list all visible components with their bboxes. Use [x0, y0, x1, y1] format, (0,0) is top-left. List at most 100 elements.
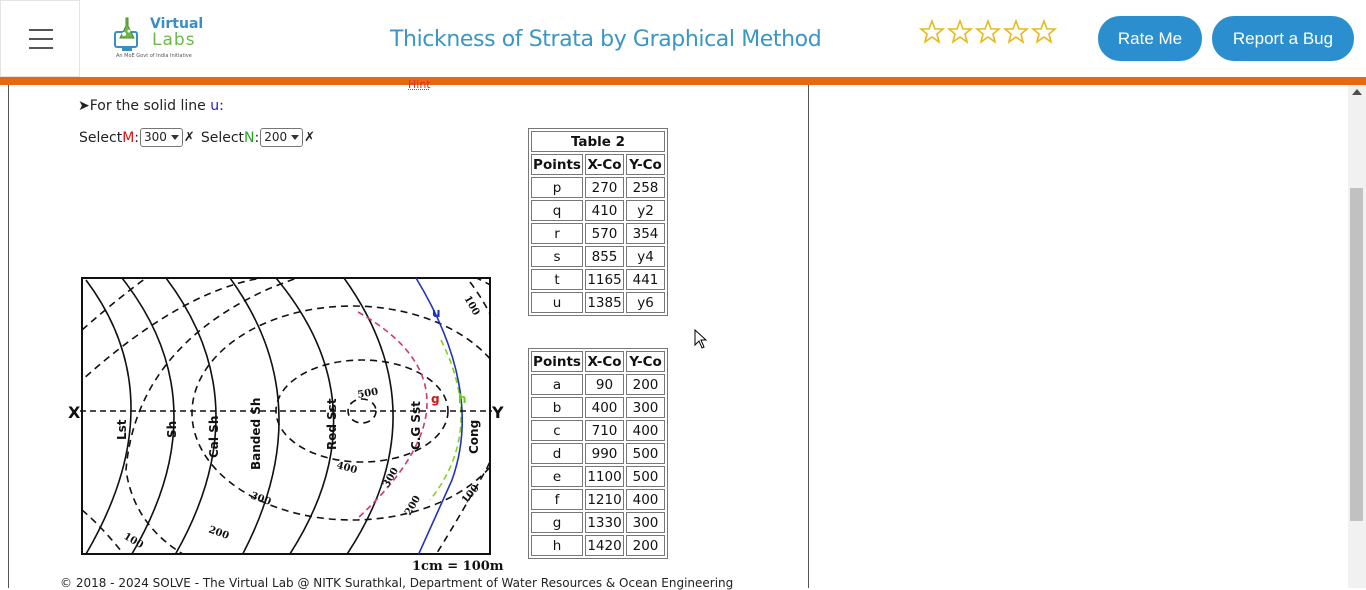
colon: : — [255, 130, 260, 146]
logo-tagline: An MoE Govt of India Initiative — [116, 53, 192, 59]
rating-stars[interactable] — [919, 18, 1057, 46]
chevron-down-icon — [291, 135, 299, 140]
solid-line-suffix: : — [219, 98, 224, 114]
chevron-down-icon — [171, 135, 179, 140]
table-row: q 410 y2 — [531, 200, 665, 221]
points-table: Points X-Co Y-Co a 90 200 b 400 300 c 710 400 … — [528, 348, 668, 559]
cell: 1210 — [585, 489, 624, 510]
table-header: X-Co — [585, 351, 624, 372]
table-header: Y-Co — [626, 351, 665, 372]
table-header: X-Co — [585, 154, 624, 175]
mouse-cursor-icon — [694, 329, 708, 349]
wrong-mark-icon: ✗ — [304, 130, 315, 145]
star-outline-icon[interactable] — [1031, 18, 1057, 46]
table-row: s 855 y4 — [531, 246, 665, 267]
cell: 500 — [626, 466, 665, 487]
table-row: p 270 258 — [531, 177, 665, 198]
y-label: Y — [491, 403, 504, 422]
header: Virtual Labs An MoE Govt of India Initia… — [0, 0, 1366, 77]
cell: y2 — [626, 200, 665, 221]
cell: 300 — [626, 512, 665, 533]
cell: 400 — [585, 397, 624, 418]
table-row: d 990 500 — [531, 443, 665, 464]
star-outline-icon[interactable] — [947, 18, 973, 46]
stratum-label: C.G Sst — [409, 401, 423, 450]
star-outline-icon[interactable] — [919, 18, 945, 46]
cell: 710 — [585, 420, 624, 441]
point-g-label: g — [431, 392, 440, 406]
table-2: Table 2 Points X-Co Y-Co p 270 258 q 410 y2 … — [528, 128, 668, 316]
cell: a — [531, 374, 583, 395]
cell: y4 — [626, 246, 665, 267]
cell: 400 — [626, 489, 665, 510]
cell: 570 — [585, 223, 624, 244]
cell: 400 — [626, 420, 665, 441]
solid-line-label: ➤For the solid line u: — [78, 98, 224, 114]
header-divider — [0, 77, 1366, 85]
scrollbar[interactable] — [1348, 85, 1366, 588]
scroll-thumb[interactable] — [1350, 188, 1363, 521]
cell: c — [531, 420, 583, 441]
cell: g — [531, 512, 583, 533]
select-n-prefix: Select — [201, 130, 244, 146]
stratum-label: Lst — [115, 419, 129, 440]
star-outline-icon[interactable] — [975, 18, 1001, 46]
cell: 270 — [585, 177, 624, 198]
cell: h — [531, 535, 583, 556]
stratum-label: Sh — [165, 421, 179, 438]
select-n-value: 200 — [264, 130, 287, 144]
select-row: Select M: 300 ✗ Select N: 200 ✗ — [79, 128, 321, 147]
star-outline-icon[interactable] — [1003, 18, 1029, 46]
select-m-value: 300 — [144, 130, 167, 144]
cell: 500 — [626, 443, 665, 464]
hamburger-icon — [29, 29, 53, 31]
wrong-mark-icon: ✗ — [184, 130, 195, 145]
cell: p — [531, 177, 583, 198]
hamburger-icon-line — [29, 38, 53, 40]
cell: 354 — [626, 223, 665, 244]
table-row: u 1385 y6 — [531, 292, 665, 313]
table-row: h 1420 200 — [531, 535, 665, 556]
table-row: c 710 400 — [531, 420, 665, 441]
right-panel — [809, 85, 1348, 588]
cell: 300 — [626, 397, 665, 418]
table-row: t 1165 441 — [531, 269, 665, 290]
virtual-labs-logo[interactable]: Virtual Labs An MoE Govt of India Initia… — [110, 12, 205, 64]
cell: 200 — [626, 374, 665, 395]
flask-logo-icon — [112, 14, 148, 54]
point-u-label: u — [432, 306, 441, 320]
table-row: r 570 354 — [531, 223, 665, 244]
select-n-letter: N — [244, 130, 254, 146]
select-m-dropdown[interactable]: 300 — [140, 128, 183, 147]
report-bug-button[interactable]: Report a Bug — [1212, 16, 1354, 61]
table-header: Points — [531, 351, 583, 372]
select-n-dropdown[interactable]: 200 — [260, 128, 303, 147]
solid-line-prefix: ➤For the solid line — [78, 98, 210, 114]
cell: q — [531, 200, 583, 221]
geological-map: X Y Lst Sh Cal Sh Banded Sh Red Sst C.G … — [66, 270, 508, 575]
scroll-up-icon[interactable] — [1352, 89, 1362, 95]
cell: 1330 — [585, 512, 624, 533]
cell: f — [531, 489, 583, 510]
stratum-label: Red Sst — [325, 398, 339, 450]
cell: 410 — [585, 200, 624, 221]
point-h-label: h — [458, 392, 467, 406]
hamburger-menu-button[interactable] — [0, 0, 80, 77]
select-m-prefix: Select — [79, 130, 122, 146]
cell: b — [531, 397, 583, 418]
cell: 258 — [626, 177, 665, 198]
cell: r — [531, 223, 583, 244]
table-row: f 1210 400 — [531, 489, 665, 510]
hint-link[interactable]: Hint — [408, 78, 431, 91]
rate-me-button[interactable]: Rate Me — [1098, 16, 1202, 61]
cell: u — [531, 292, 583, 313]
cell: 1420 — [585, 535, 624, 556]
cell: d — [531, 443, 583, 464]
table-row: a 90 200 — [531, 374, 665, 395]
scale-label: 1cm = 100m — [412, 559, 504, 574]
cell: y6 — [626, 292, 665, 313]
cell: 441 — [626, 269, 665, 290]
cell: 855 — [585, 246, 624, 267]
solid-line-letter: u — [210, 98, 219, 114]
cell: 990 — [585, 443, 624, 464]
